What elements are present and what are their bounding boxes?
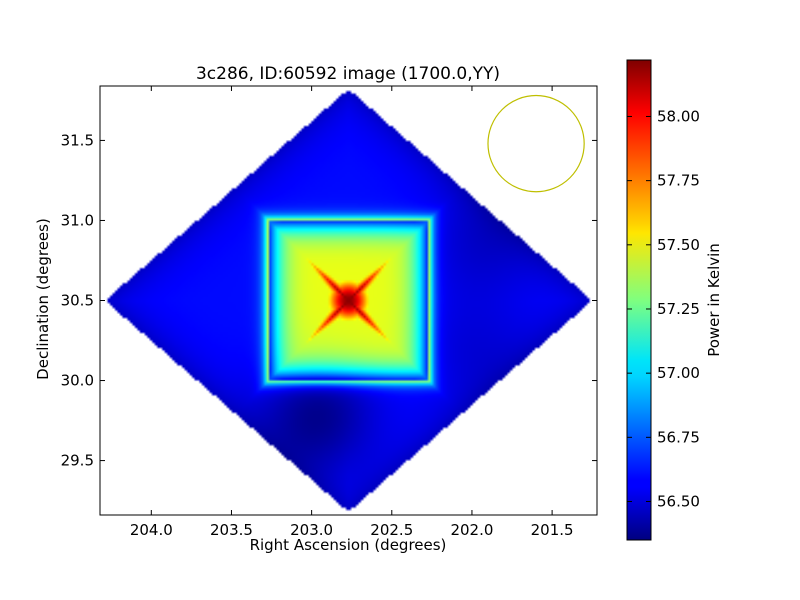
colorbar-gradient [627,60,651,540]
colorbar-tick-label: 57.50 [657,236,700,254]
colorbar-label: Power in Kelvin [705,243,723,357]
y-tick-label: 30.0 [61,372,94,390]
x-axis-label: Right Ascension (degrees) [250,536,447,554]
colorbar-frame [626,59,652,541]
y-axis-label: Declination (degrees) [34,218,52,380]
plot-area: 204.0 203.5 203.0 202.5 202.0 201.5 29.5 30.0 3… [61,85,598,539]
x-tick-label: 202.0 [450,521,493,539]
colorbar-tick-label: 57.00 [657,364,700,382]
x-tick-label: 201.5 [531,521,574,539]
x-tick-label: 203.5 [210,521,253,539]
colorbar-tick-label: 57.75 [657,172,700,190]
y-tick-label: 31.0 [61,211,94,229]
colorbar: 56.50 56.75 57.00 57.25 57.50 57.75 58.00 [626,59,700,541]
y-axis-ticks: 29.5 30.0 30.5 31.0 31.5 [61,131,597,470]
x-tick-label: 204.0 [130,521,173,539]
heatmap-image [100,86,597,515]
chart-title: 3c286, ID:60592 image (1700.0,YY) [196,64,500,84]
y-tick-label: 30.5 [61,292,94,310]
colorbar-tick-label: 56.50 [657,492,700,510]
beam-circle [487,94,585,193]
colorbar-tick-label: 58.00 [657,107,700,125]
x-tick-label: 202.5 [370,521,413,539]
y-tick-label: 29.5 [61,452,94,470]
y-tick-label: 31.5 [61,131,94,149]
x-axis-ticks: 204.0 203.5 203.0 202.5 202.0 201.5 [130,86,574,539]
colorbar-tick-label: 56.75 [657,428,700,446]
x-tick-label: 203.0 [290,521,333,539]
colorbar-tick-label: 57.25 [657,300,700,318]
colorbar-ticks: 56.50 56.75 57.00 57.25 57.50 57.75 58.00 [627,107,700,510]
